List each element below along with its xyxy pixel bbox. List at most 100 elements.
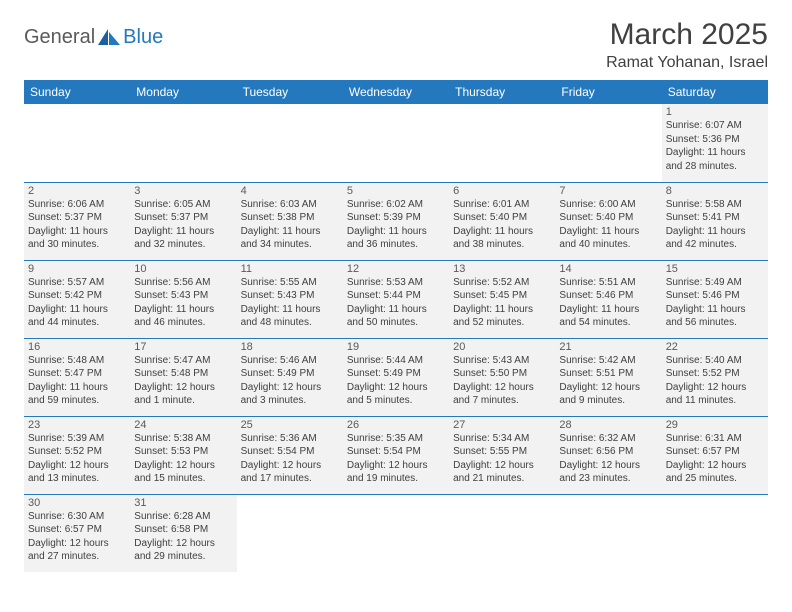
day-info: Sunrise: 6:28 AMSunset: 6:58 PMDaylight:… (134, 510, 232, 564)
weekday-header: Monday (130, 80, 236, 104)
calendar-day-cell (449, 494, 555, 572)
day-info: Sunrise: 5:34 AMSunset: 5:55 PMDaylight:… (453, 432, 551, 486)
calendar-day-cell: 26Sunrise: 5:35 AMSunset: 5:54 PMDayligh… (343, 416, 449, 494)
day-info: Sunrise: 5:48 AMSunset: 5:47 PMDaylight:… (28, 354, 126, 408)
calendar-day-cell: 19Sunrise: 5:44 AMSunset: 5:49 PMDayligh… (343, 338, 449, 416)
calendar-day-cell: 5Sunrise: 6:02 AMSunset: 5:39 PMDaylight… (343, 182, 449, 260)
calendar-day-cell: 18Sunrise: 5:46 AMSunset: 5:49 PMDayligh… (237, 338, 343, 416)
calendar-day-cell: 13Sunrise: 5:52 AMSunset: 5:45 PMDayligh… (449, 260, 555, 338)
day-number: 6 (453, 185, 551, 197)
day-number: 16 (28, 341, 126, 353)
day-info: Sunrise: 5:58 AMSunset: 5:41 PMDaylight:… (666, 198, 764, 252)
calendar-day-cell: 28Sunrise: 6:32 AMSunset: 6:56 PMDayligh… (555, 416, 661, 494)
weekday-header: Sunday (24, 80, 130, 104)
day-info: Sunrise: 5:36 AMSunset: 5:54 PMDaylight:… (241, 432, 339, 486)
day-number: 2 (28, 185, 126, 197)
day-info: Sunrise: 5:46 AMSunset: 5:49 PMDaylight:… (241, 354, 339, 408)
weekday-header: Saturday (662, 80, 768, 104)
day-number: 19 (347, 341, 445, 353)
calendar-day-cell: 24Sunrise: 5:38 AMSunset: 5:53 PMDayligh… (130, 416, 236, 494)
day-info: Sunrise: 5:56 AMSunset: 5:43 PMDaylight:… (134, 276, 232, 330)
day-number: 25 (241, 419, 339, 431)
day-number: 29 (666, 419, 764, 431)
day-info: Sunrise: 6:31 AMSunset: 6:57 PMDaylight:… (666, 432, 764, 486)
calendar-day-cell: 7Sunrise: 6:00 AMSunset: 5:40 PMDaylight… (555, 182, 661, 260)
day-info: Sunrise: 6:03 AMSunset: 5:38 PMDaylight:… (241, 198, 339, 252)
calendar-day-cell: 15Sunrise: 5:49 AMSunset: 5:46 PMDayligh… (662, 260, 768, 338)
day-number: 12 (347, 263, 445, 275)
calendar-day-cell (449, 104, 555, 182)
calendar-day-cell (237, 494, 343, 572)
day-info: Sunrise: 6:30 AMSunset: 6:57 PMDaylight:… (28, 510, 126, 564)
day-info: Sunrise: 6:02 AMSunset: 5:39 PMDaylight:… (347, 198, 445, 252)
calendar-week-row: 9Sunrise: 5:57 AMSunset: 5:42 PMDaylight… (24, 260, 768, 338)
calendar-day-cell: 21Sunrise: 5:42 AMSunset: 5:51 PMDayligh… (555, 338, 661, 416)
calendar-week-row: 23Sunrise: 5:39 AMSunset: 5:52 PMDayligh… (24, 416, 768, 494)
calendar-day-cell (130, 104, 236, 182)
day-number: 26 (347, 419, 445, 431)
day-number: 20 (453, 341, 551, 353)
calendar-day-cell: 4Sunrise: 6:03 AMSunset: 5:38 PMDaylight… (237, 182, 343, 260)
day-number: 1 (666, 106, 764, 118)
calendar-day-cell: 6Sunrise: 6:01 AMSunset: 5:40 PMDaylight… (449, 182, 555, 260)
calendar-day-cell: 10Sunrise: 5:56 AMSunset: 5:43 PMDayligh… (130, 260, 236, 338)
calendar-week-row: 16Sunrise: 5:48 AMSunset: 5:47 PMDayligh… (24, 338, 768, 416)
day-number: 14 (559, 263, 657, 275)
day-info: Sunrise: 6:01 AMSunset: 5:40 PMDaylight:… (453, 198, 551, 252)
logo-sail-icon (98, 29, 120, 47)
calendar-day-cell: 3Sunrise: 6:05 AMSunset: 5:37 PMDaylight… (130, 182, 236, 260)
calendar-day-cell (343, 104, 449, 182)
calendar-day-cell (555, 104, 661, 182)
day-number: 8 (666, 185, 764, 197)
logo-text-general: General (24, 26, 95, 49)
calendar-day-cell: 30Sunrise: 6:30 AMSunset: 6:57 PMDayligh… (24, 494, 130, 572)
calendar-day-cell: 11Sunrise: 5:55 AMSunset: 5:43 PMDayligh… (237, 260, 343, 338)
calendar-day-cell: 25Sunrise: 5:36 AMSunset: 5:54 PMDayligh… (237, 416, 343, 494)
day-info: Sunrise: 5:52 AMSunset: 5:45 PMDaylight:… (453, 276, 551, 330)
calendar-day-cell (343, 494, 449, 572)
day-number: 11 (241, 263, 339, 275)
day-number: 15 (666, 263, 764, 275)
logo-text-blue: Blue (123, 26, 163, 49)
day-info: Sunrise: 5:35 AMSunset: 5:54 PMDaylight:… (347, 432, 445, 486)
calendar-week-row: 1Sunrise: 6:07 AMSunset: 5:36 PMDaylight… (24, 104, 768, 182)
page-title: March 2025 (606, 18, 768, 52)
calendar-day-cell (24, 104, 130, 182)
day-number: 23 (28, 419, 126, 431)
calendar-table: Sunday Monday Tuesday Wednesday Thursday… (24, 80, 768, 572)
calendar-day-cell: 17Sunrise: 5:47 AMSunset: 5:48 PMDayligh… (130, 338, 236, 416)
location-label: Ramat Yohanan, Israel (606, 54, 768, 72)
day-number: 21 (559, 341, 657, 353)
day-info: Sunrise: 5:38 AMSunset: 5:53 PMDaylight:… (134, 432, 232, 486)
day-number: 24 (134, 419, 232, 431)
day-info: Sunrise: 6:07 AMSunset: 5:36 PMDaylight:… (666, 119, 764, 173)
title-block: March 2025 Ramat Yohanan, Israel (606, 18, 768, 72)
weekday-header-row: Sunday Monday Tuesday Wednesday Thursday… (24, 80, 768, 104)
weekday-header: Tuesday (237, 80, 343, 104)
calendar-day-cell: 9Sunrise: 5:57 AMSunset: 5:42 PMDaylight… (24, 260, 130, 338)
day-info: Sunrise: 5:53 AMSunset: 5:44 PMDaylight:… (347, 276, 445, 330)
calendar-day-cell: 29Sunrise: 6:31 AMSunset: 6:57 PMDayligh… (662, 416, 768, 494)
calendar-day-cell: 27Sunrise: 5:34 AMSunset: 5:55 PMDayligh… (449, 416, 555, 494)
calendar-day-cell: 23Sunrise: 5:39 AMSunset: 5:52 PMDayligh… (24, 416, 130, 494)
day-number: 5 (347, 185, 445, 197)
day-info: Sunrise: 5:49 AMSunset: 5:46 PMDaylight:… (666, 276, 764, 330)
calendar-day-cell: 31Sunrise: 6:28 AMSunset: 6:58 PMDayligh… (130, 494, 236, 572)
day-number: 9 (28, 263, 126, 275)
day-number: 28 (559, 419, 657, 431)
calendar-body: 1Sunrise: 6:07 AMSunset: 5:36 PMDaylight… (24, 104, 768, 572)
day-info: Sunrise: 6:05 AMSunset: 5:37 PMDaylight:… (134, 198, 232, 252)
day-info: Sunrise: 5:47 AMSunset: 5:48 PMDaylight:… (134, 354, 232, 408)
calendar-day-cell: 16Sunrise: 5:48 AMSunset: 5:47 PMDayligh… (24, 338, 130, 416)
day-info: Sunrise: 6:32 AMSunset: 6:56 PMDaylight:… (559, 432, 657, 486)
calendar-day-cell: 22Sunrise: 5:40 AMSunset: 5:52 PMDayligh… (662, 338, 768, 416)
day-info: Sunrise: 5:43 AMSunset: 5:50 PMDaylight:… (453, 354, 551, 408)
calendar-day-cell: 1Sunrise: 6:07 AMSunset: 5:36 PMDaylight… (662, 104, 768, 182)
logo: General Blue (24, 26, 163, 49)
calendar-day-cell (555, 494, 661, 572)
header: General Blue March 2025 Ramat Yohanan, I… (24, 18, 768, 72)
day-number: 4 (241, 185, 339, 197)
day-info: Sunrise: 5:40 AMSunset: 5:52 PMDaylight:… (666, 354, 764, 408)
calendar-page: General Blue March 2025 Ramat Yohanan, I… (0, 0, 792, 582)
day-number: 27 (453, 419, 551, 431)
